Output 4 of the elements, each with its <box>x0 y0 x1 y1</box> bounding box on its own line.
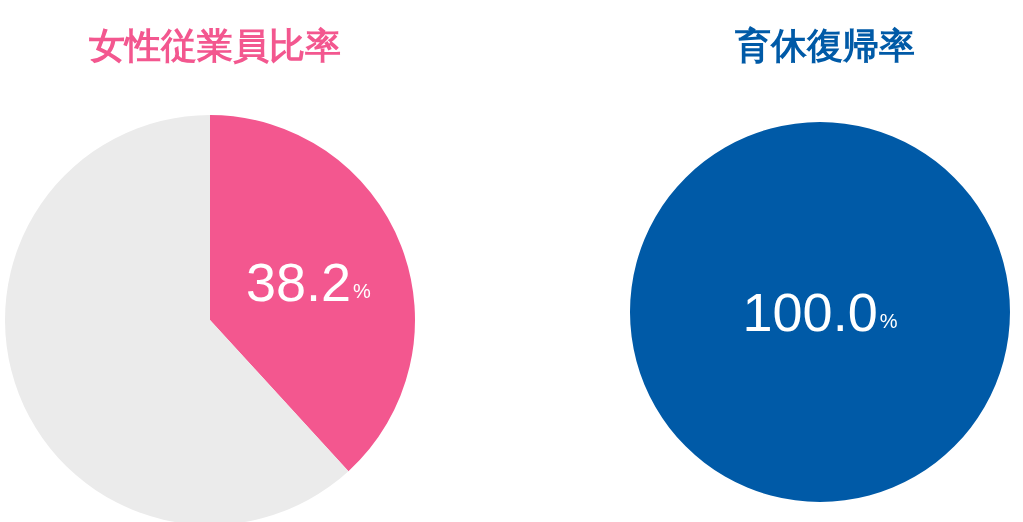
chart-title: 女性従業員比率 <box>89 24 341 66</box>
data-label: 100.0% <box>742 282 898 342</box>
chart-title: 育休復帰率 <box>734 24 915 66</box>
data-label: 38.2% <box>245 251 371 312</box>
